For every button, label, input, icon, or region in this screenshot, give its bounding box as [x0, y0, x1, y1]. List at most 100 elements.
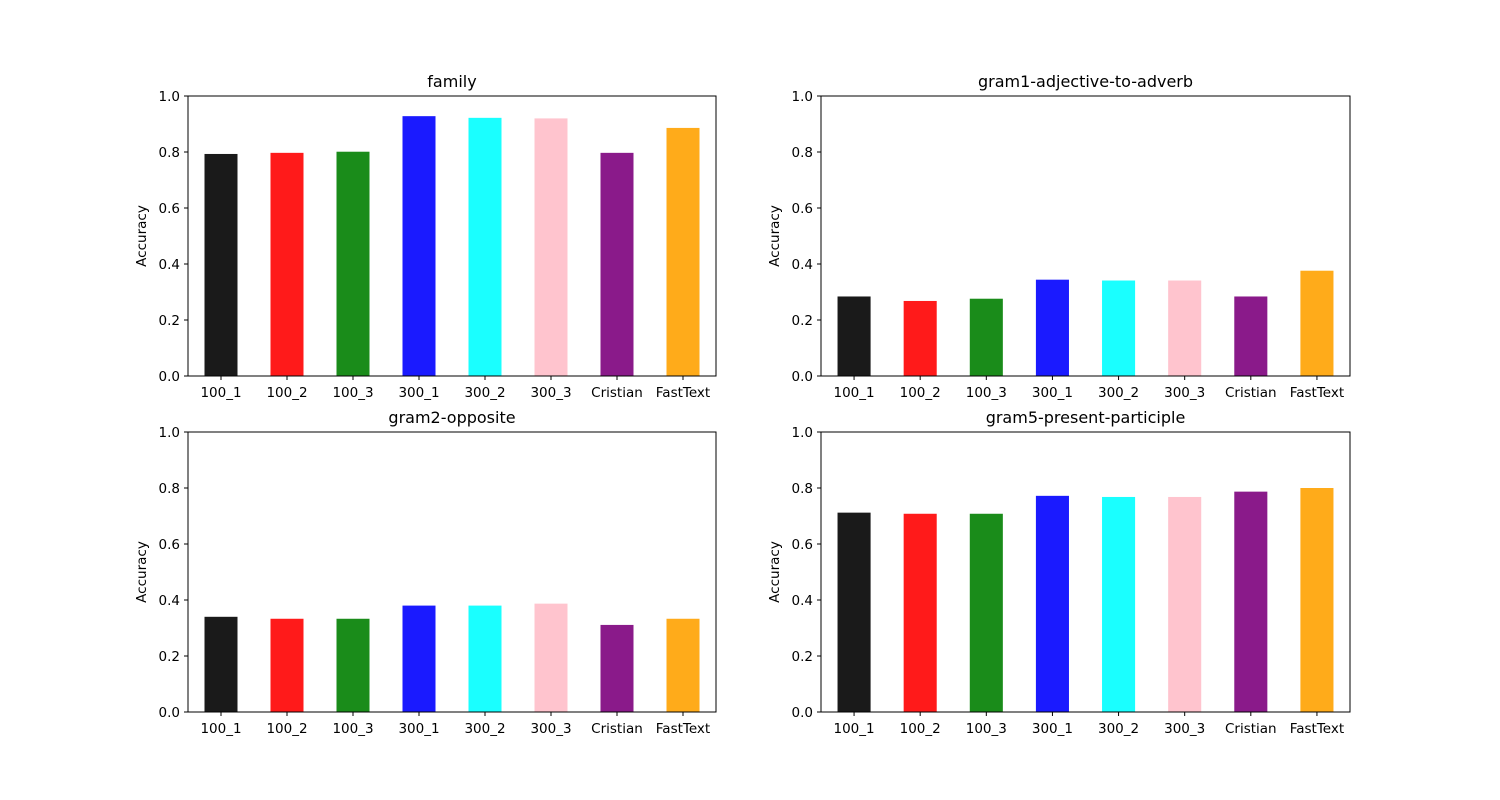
- y-tick-label: 0.2: [159, 649, 180, 665]
- y-tick-label: 0.8: [159, 145, 180, 161]
- x-tick-label: Cristian: [1225, 385, 1277, 401]
- bar-100_2: [903, 513, 937, 712]
- bar-Cristian: [1234, 296, 1268, 376]
- y-tick-label: 0.2: [792, 313, 813, 329]
- x-tick-label: 300_3: [530, 385, 571, 401]
- bar-100_1: [837, 296, 871, 376]
- bar-100_2: [270, 152, 304, 376]
- x-tick-label: Cristian: [1225, 721, 1277, 737]
- bar-FastText: [1300, 488, 1334, 712]
- x-tick-label: 300_1: [398, 721, 439, 737]
- chart-title: gram1-adjective-to-adverb: [978, 72, 1193, 91]
- y-tick-label: 0.6: [792, 201, 813, 217]
- x-tick-label: 300_1: [398, 385, 439, 401]
- bar-100_1: [837, 512, 871, 712]
- x-tick-label: Cristian: [591, 385, 643, 401]
- subplot-2: 0.0 0.2 0.4 0.6 0.8 1.0 100_1 100_2 100_3 300_1 30…: [767, 72, 1351, 401]
- x-tick-label: 300_2: [464, 385, 505, 401]
- x-tick-label: 100_1: [834, 721, 875, 737]
- y-tick-label: 1.0: [792, 425, 813, 441]
- bar-100_3: [336, 618, 370, 712]
- y-tick-label: 0.8: [159, 481, 180, 497]
- y-tick-label: 0.8: [792, 145, 813, 161]
- bar-100_3: [336, 151, 370, 376]
- x-tick-label: 100_2: [266, 385, 307, 401]
- bar-100_1: [204, 616, 238, 712]
- bar-100_3: [969, 298, 1003, 376]
- bar-FastText: [666, 127, 700, 376]
- bar-300_3: [1168, 496, 1202, 712]
- axes-frame: [187, 95, 717, 377]
- bar-100_1: [204, 153, 238, 376]
- bar-300_3: [534, 603, 568, 712]
- y-tick-label: 0.4: [792, 257, 813, 273]
- y-tick-label: 0.6: [792, 537, 813, 553]
- bar-300_1: [402, 116, 436, 376]
- x-tick-label: FastText: [1290, 385, 1344, 401]
- bar-FastText: [666, 618, 700, 712]
- bar-300_1: [1035, 279, 1069, 376]
- x-tick-label: 100_3: [966, 721, 1007, 737]
- y-tick-label: 1.0: [159, 425, 180, 441]
- x-tick-label: 300_3: [1164, 721, 1205, 737]
- axes-frame: [820, 95, 1351, 377]
- chart-title: family: [427, 72, 476, 91]
- y-axis-label: Accuracy: [134, 205, 150, 267]
- y-tick-label: 0.2: [792, 649, 813, 665]
- axes-frame: [820, 431, 1351, 713]
- bar-300_3: [534, 118, 568, 377]
- y-tick-label: 0.6: [159, 537, 180, 553]
- x-tick-label: 100_3: [332, 721, 373, 737]
- x-tick-label: 100_2: [900, 385, 941, 401]
- x-tick-label: 300_1: [1032, 385, 1073, 401]
- subplot-1: 0.0 0.2 0.4 0.6 0.8 1.0 100_1 100_2 100_3 300_1 30…: [134, 72, 717, 401]
- bar-300_3: [1168, 280, 1202, 376]
- chart-title: gram5-present-participle: [986, 408, 1186, 427]
- x-tick-label: 300_2: [1098, 721, 1139, 737]
- x-tick-label: 300_2: [1098, 385, 1139, 401]
- x-tick-label: 100_3: [966, 385, 1007, 401]
- x-tick-label: Cristian: [591, 721, 643, 737]
- y-tick-label: 0.6: [159, 201, 180, 217]
- x-tick-label: 300_2: [464, 721, 505, 737]
- x-tick-label: 100_2: [900, 721, 941, 737]
- y-axis-label: Accuracy: [134, 541, 150, 603]
- x-tick-label: FastText: [1290, 721, 1344, 737]
- axes-frame: [187, 431, 717, 713]
- subplot-3: 0.0 0.2 0.4 0.6 0.8 1.0 100_1 100_2 100_3 300_1 30…: [134, 408, 717, 737]
- bar-Cristian: [1234, 491, 1268, 712]
- y-tick-label: 0.0: [159, 369, 180, 385]
- y-tick-label: 0.0: [159, 705, 180, 721]
- y-axis-label: Accuracy: [767, 541, 783, 603]
- x-tick-label: 100_1: [834, 385, 875, 401]
- y-axis-label: Accuracy: [767, 205, 783, 267]
- y-tick-label: 1.0: [792, 89, 813, 105]
- bar-300_2: [1102, 280, 1136, 376]
- x-tick-label: 300_3: [530, 721, 571, 737]
- bar-300_2: [468, 117, 502, 376]
- y-tick-label: 0.4: [159, 593, 180, 609]
- y-tick-label: 0.4: [159, 257, 180, 273]
- bar-100_3: [969, 513, 1003, 712]
- x-tick-label: FastText: [656, 721, 710, 737]
- x-tick-label: 100_2: [266, 721, 307, 737]
- x-tick-label: 100_1: [200, 385, 241, 401]
- y-tick-label: 0.2: [159, 313, 180, 329]
- bar-300_1: [402, 605, 436, 712]
- y-tick-label: 0.0: [792, 369, 813, 385]
- x-tick-label: 100_3: [332, 385, 373, 401]
- subplot-4: 0.0 0.2 0.4 0.6 0.8 1.0 100_1 100_2 100_3 300_1 30…: [767, 408, 1351, 737]
- y-tick-label: 0.0: [792, 705, 813, 721]
- y-tick-label: 0.4: [792, 593, 813, 609]
- bar-300_2: [1102, 496, 1136, 712]
- x-tick-label: 300_1: [1032, 721, 1073, 737]
- bar-300_1: [1035, 495, 1069, 712]
- y-tick-label: 0.8: [792, 481, 813, 497]
- bar-100_2: [903, 300, 937, 376]
- x-tick-label: 300_3: [1164, 385, 1205, 401]
- bar-Cristian: [600, 624, 634, 712]
- y-tick-label: 1.0: [159, 89, 180, 105]
- bar-FastText: [1300, 270, 1334, 376]
